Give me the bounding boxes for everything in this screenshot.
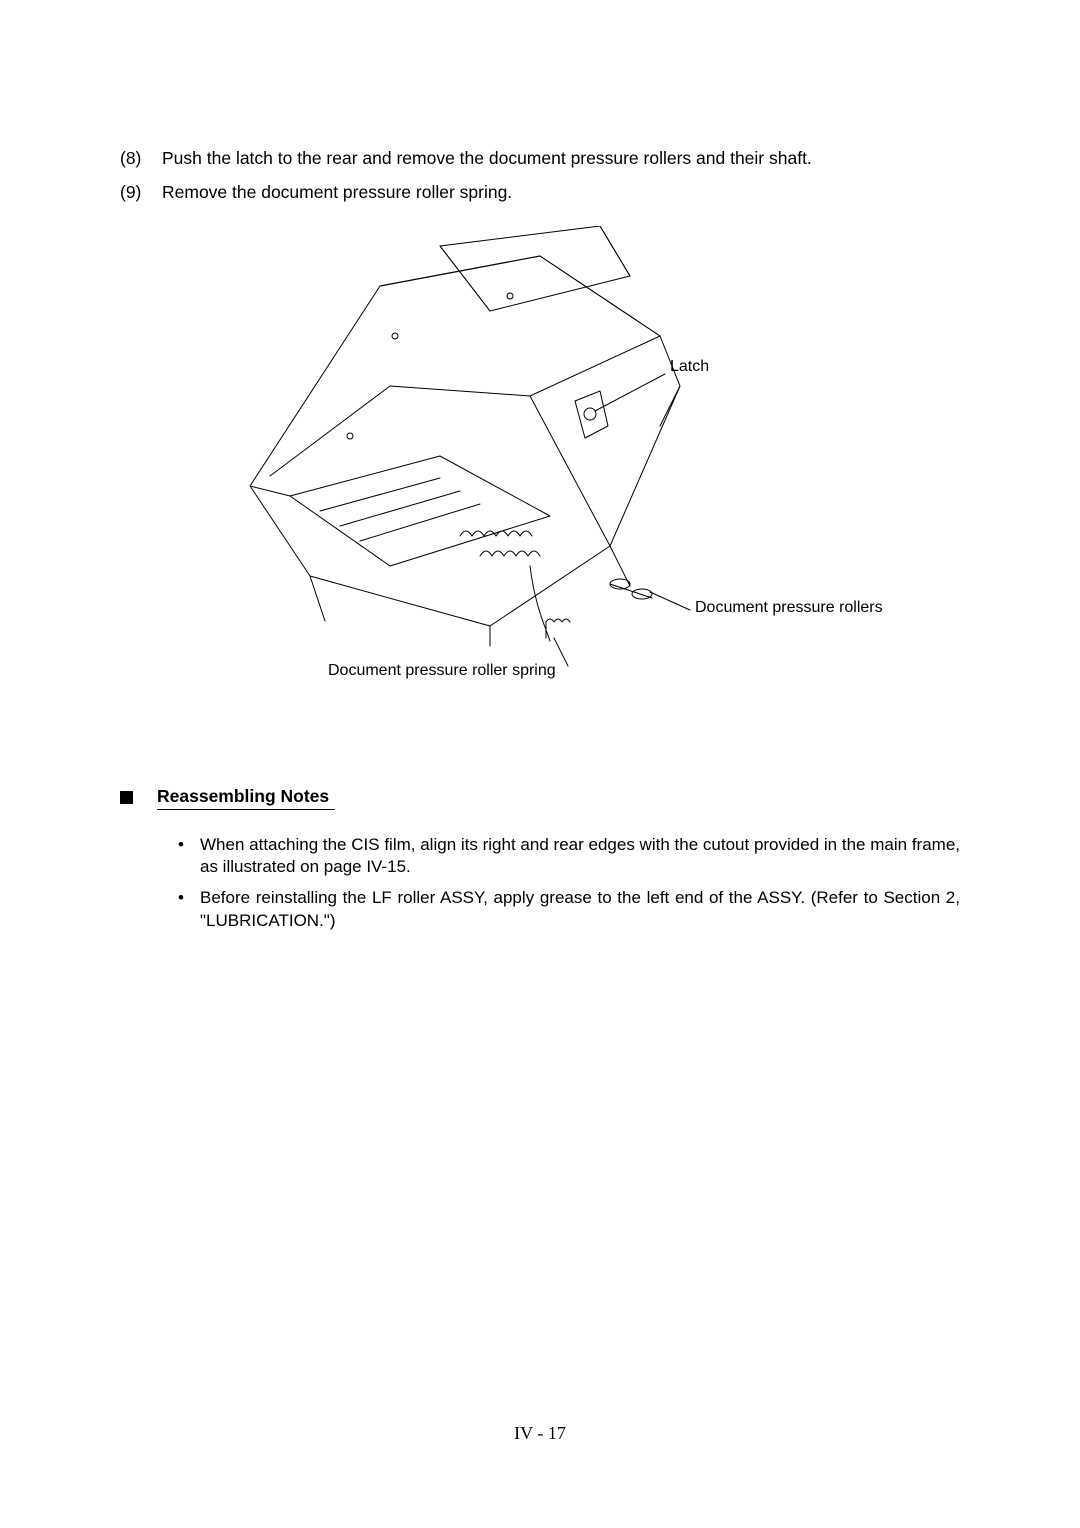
callout-spring: Document pressure roller spring	[328, 662, 556, 680]
callout-latch: Latch	[670, 358, 709, 376]
instruction-9-number: (9)	[120, 179, 162, 205]
instruction-9: (9)Remove the document pressure roller s…	[120, 179, 960, 205]
instruction-8: (8)Push the latch to the rear and remove…	[120, 145, 960, 171]
list-item: Before reinstalling the LF roller ASSY, …	[174, 887, 960, 933]
heading-square-icon	[120, 791, 133, 804]
figure-wrap: Latch Document pressure rollers Document…	[120, 226, 960, 696]
page: (8)Push the latch to the rear and remove…	[0, 0, 1080, 1528]
instruction-9-text: Remove the document pressure roller spri…	[162, 182, 512, 202]
section-title: Reassembling Notes	[157, 786, 335, 810]
printer-line-art	[190, 226, 890, 696]
figure-printer-assembly: Latch Document pressure rollers Document…	[190, 226, 890, 696]
section-heading: Reassembling Notes	[120, 786, 960, 810]
instruction-8-text: Push the latch to the rear and remove th…	[162, 148, 812, 168]
reassembling-notes-list: When attaching the CIS film, align its r…	[120, 834, 960, 934]
instruction-8-number: (8)	[120, 145, 162, 171]
list-item: When attaching the CIS film, align its r…	[174, 834, 960, 880]
callout-rollers: Document pressure rollers	[695, 599, 883, 617]
page-number: IV - 17	[0, 1423, 1080, 1444]
